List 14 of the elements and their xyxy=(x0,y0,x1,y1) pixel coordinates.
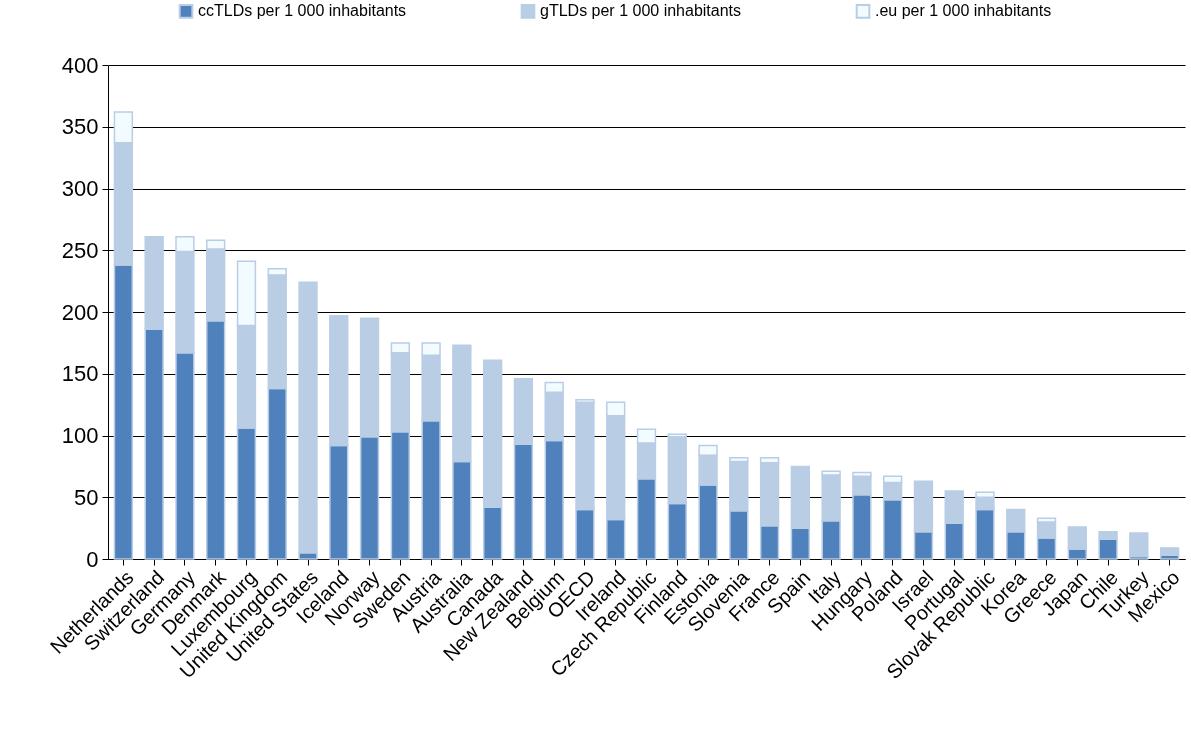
legend-label: .eu per 1 000 inhabitants xyxy=(875,2,1052,20)
legend-label: ccTLDs per 1 000 inhabitants xyxy=(198,2,407,20)
y-tick-label: 100 xyxy=(61,423,99,448)
y-tick-label: 400 xyxy=(61,52,99,78)
y-tick-label: 0 xyxy=(86,546,99,572)
bar xyxy=(1129,532,1149,558)
y-tick-label: 300 xyxy=(61,176,99,201)
y-tick-label: 250 xyxy=(61,237,99,263)
y-tick-label: 150 xyxy=(61,361,99,387)
legend-label: gTLDs per 1 000 inhabitants xyxy=(540,2,742,20)
y-tick-label: 350 xyxy=(61,114,99,140)
y-tick-label: 50 xyxy=(74,484,99,510)
y-tick-label: 200 xyxy=(61,299,99,325)
bar xyxy=(1159,547,1180,557)
